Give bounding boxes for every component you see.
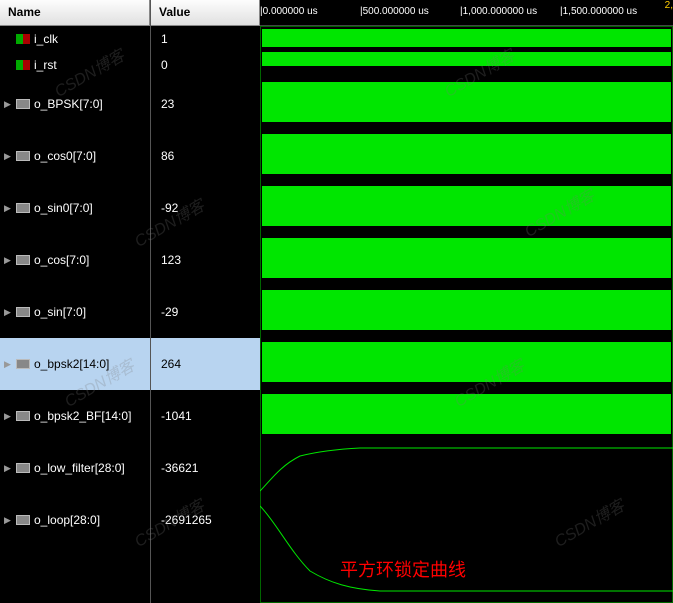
signal-name: o_sin0[7:0] xyxy=(34,201,93,215)
value-header: Value xyxy=(151,0,260,26)
signal-icon xyxy=(16,255,30,265)
value-row[interactable]: 86 xyxy=(151,130,260,182)
digital-wave xyxy=(262,186,671,226)
value-row[interactable]: -29 xyxy=(151,286,260,338)
value-rows: 1 0 23 86 -92 123 -29 264 -1041 -36621 -2691265 xyxy=(151,26,260,603)
signal-icon xyxy=(16,411,30,421)
digital-wave xyxy=(262,238,671,278)
value-row[interactable]: -92 xyxy=(151,182,260,234)
signal-name: o_sin[7:0] xyxy=(34,305,86,319)
value-row[interactable]: 1 xyxy=(151,26,260,52)
ruler-tick: |0.000000 us xyxy=(260,6,318,17)
signal-icon xyxy=(16,203,30,213)
annotation-text: 平方环锁定曲线 xyxy=(340,556,466,582)
signal-row-i_rst[interactable]: i_rst xyxy=(0,52,150,78)
digital-wave xyxy=(262,134,671,174)
digital-wave xyxy=(262,82,671,122)
signal-row-o_loop280[interactable]: ▶ o_loop[28:0] xyxy=(0,494,150,546)
analog-wave xyxy=(260,446,673,496)
signal-icon xyxy=(16,60,30,70)
signal-row-o_bpsk2_BF140[interactable]: ▶ o_bpsk2_BF[14:0] xyxy=(0,390,150,442)
name-column: Name i_clki_rst▶o_BPSK[7:0]▶o_cos0[7:0]▶… xyxy=(0,0,150,603)
value-column: Value 1 0 23 86 -92 123 -29 264 -1041 -36621 -2691… xyxy=(150,0,260,603)
ruler-tick: |1,500.000000 us xyxy=(560,6,637,17)
signal-name: o_bpsk2[14:0] xyxy=(34,357,109,371)
expand-icon[interactable]: ▶ xyxy=(4,411,16,422)
signal-value: -29 xyxy=(155,305,178,319)
signal-icon xyxy=(16,34,30,44)
expand-icon[interactable]: ▶ xyxy=(4,99,16,110)
expand-icon[interactable]: ▶ xyxy=(4,359,16,370)
expand-icon[interactable]: ▶ xyxy=(4,255,16,266)
signal-value: -1041 xyxy=(155,409,192,423)
signal-row-i_clk[interactable]: i_clk xyxy=(0,26,150,52)
signal-name: i_clk xyxy=(34,32,58,46)
signal-icon xyxy=(16,99,30,109)
signal-icon xyxy=(16,151,30,161)
name-rows: i_clk i_rst ▶ o_BPSK[7:0] ▶ o_cos0[7:0] ▶ o_sin… xyxy=(0,26,150,603)
signal-name: o_low_filter[28:0] xyxy=(34,461,125,475)
signal-value: 123 xyxy=(155,253,181,267)
signal-value: -36621 xyxy=(155,461,198,475)
expand-icon[interactable]: ▶ xyxy=(4,151,16,162)
signal-name: i_rst xyxy=(34,58,57,72)
analog-wave xyxy=(260,501,673,596)
expand-icon[interactable]: ▶ xyxy=(4,307,16,318)
value-row[interactable]: 123 xyxy=(151,234,260,286)
name-header: Name xyxy=(0,0,150,26)
value-row[interactable]: -36621 xyxy=(151,442,260,494)
signal-name: o_BPSK[7:0] xyxy=(34,97,103,111)
signal-row-o_BPSK70[interactable]: ▶ o_BPSK[7:0] xyxy=(0,78,150,130)
value-row[interactable]: 0 xyxy=(151,52,260,78)
signal-row-o_sin70[interactable]: ▶ o_sin[7:0] xyxy=(0,286,150,338)
signal-value: 1 xyxy=(155,32,168,46)
signal-icon xyxy=(16,307,30,317)
digital-wave xyxy=(262,290,671,330)
signal-icon xyxy=(16,463,30,473)
digital-wave xyxy=(262,29,671,47)
signal-value: -2691265 xyxy=(155,513,212,527)
signal-name: o_loop[28:0] xyxy=(34,513,100,527)
digital-wave xyxy=(262,342,671,382)
signal-name: o_cos[7:0] xyxy=(34,253,89,267)
signal-icon xyxy=(16,515,30,525)
signal-row-o_cos070[interactable]: ▶ o_cos0[7:0] xyxy=(0,130,150,182)
signal-name: o_cos0[7:0] xyxy=(34,149,96,163)
waveform-canvas[interactable]: 平方环锁定曲线 xyxy=(260,26,673,603)
signal-value: 0 xyxy=(155,58,168,72)
expand-icon[interactable]: ▶ xyxy=(4,463,16,474)
ruler-corner: 2, xyxy=(665,0,673,11)
value-row[interactable]: -1041 xyxy=(151,390,260,442)
expand-icon[interactable]: ▶ xyxy=(4,203,16,214)
signal-name: o_bpsk2_BF[14:0] xyxy=(34,409,131,423)
signal-value: -92 xyxy=(155,201,178,215)
signal-row-o_cos70[interactable]: ▶ o_cos[7:0] xyxy=(0,234,150,286)
signal-row-o_bpsk2140[interactable]: ▶ o_bpsk2[14:0] xyxy=(0,338,150,390)
value-row[interactable]: 23 xyxy=(151,78,260,130)
time-ruler[interactable]: 2, |0.000000 us |500.000000 us |1,000.0000… xyxy=(260,0,673,26)
signal-icon xyxy=(16,359,30,369)
signal-row-o_sin070[interactable]: ▶ o_sin0[7:0] xyxy=(0,182,150,234)
value-row[interactable]: 264 xyxy=(151,338,260,390)
ruler-tick: |1,000.000000 us xyxy=(460,6,537,17)
digital-wave xyxy=(262,394,671,434)
signal-value: 23 xyxy=(155,97,174,111)
signal-row-o_low_filter280[interactable]: ▶ o_low_filter[28:0] xyxy=(0,442,150,494)
waveform-area[interactable]: 2, |0.000000 us |500.000000 us |1,000.0000… xyxy=(260,0,673,603)
signal-value: 264 xyxy=(155,357,181,371)
digital-wave xyxy=(262,52,671,66)
ruler-tick: |500.000000 us xyxy=(360,6,429,17)
value-row[interactable]: -2691265 xyxy=(151,494,260,546)
expand-icon[interactable]: ▶ xyxy=(4,515,16,526)
signal-value: 86 xyxy=(155,149,174,163)
